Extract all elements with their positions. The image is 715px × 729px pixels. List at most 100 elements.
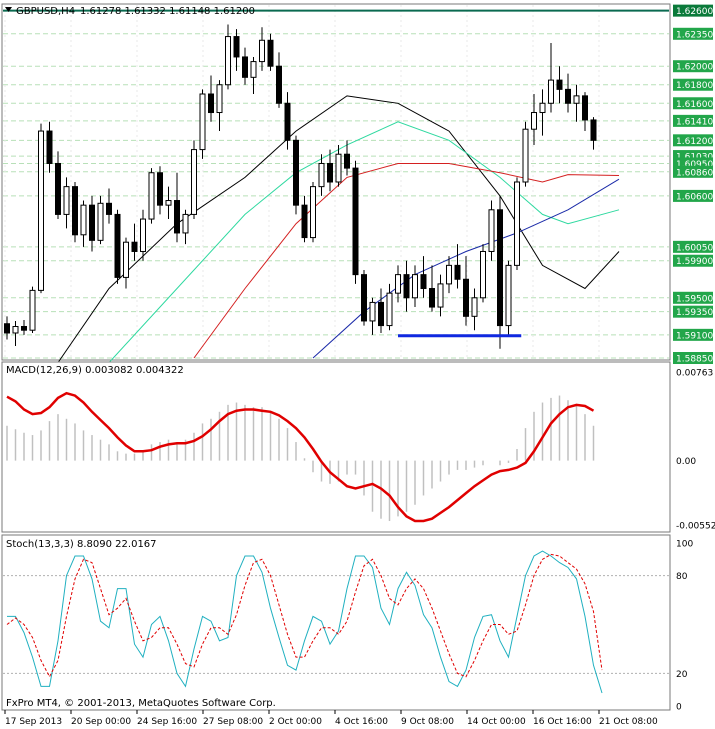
candle-body xyxy=(12,326,19,334)
candle-body xyxy=(89,204,95,241)
candle-body xyxy=(318,162,325,188)
macd-signal-path xyxy=(6,391,595,523)
price-label-bg xyxy=(673,254,713,267)
candle-body xyxy=(174,200,180,234)
price-label: 1.61200 xyxy=(676,137,713,147)
price-label-bg xyxy=(673,240,713,253)
candle-body xyxy=(327,162,333,183)
macd-tick-label: 0.00 xyxy=(676,457,696,467)
macd-histogram xyxy=(6,395,595,522)
candle-body xyxy=(403,274,410,299)
stoch-tick-label: 20 xyxy=(676,670,688,680)
stoch-levels xyxy=(3,575,669,674)
stoch-panel-frame xyxy=(1,534,671,711)
candle-body xyxy=(429,288,435,308)
price-label: 1.59500 xyxy=(676,294,713,304)
price-label-bg xyxy=(673,60,713,73)
candle-body xyxy=(4,323,10,334)
time-tick-label: 21 Oct 08:00 xyxy=(599,717,658,727)
candle-body xyxy=(21,326,27,331)
candle-body xyxy=(386,292,393,327)
time-tick-label: 4 Oct 16:00 xyxy=(335,717,388,727)
candle-body xyxy=(242,56,248,78)
main-y-axis: 1.62350 1.62000 1.61800 1.61600 1.61410 1.612… xyxy=(673,4,713,365)
candle-body xyxy=(208,93,214,114)
candle-body xyxy=(191,149,197,215)
candle-body xyxy=(182,213,189,234)
macd-tick-label: 0.00763 xyxy=(676,368,713,378)
candle-body xyxy=(225,36,231,86)
time-axis: 17 Sep 2013 20 Sep 00:00 24 Sep 16:00 27 Se… xyxy=(4,710,658,727)
candle-body xyxy=(446,264,452,285)
symbol-label: GBPUSD,H4 xyxy=(16,6,75,17)
candle-body xyxy=(497,209,503,327)
current-price-label-bg xyxy=(673,4,713,17)
candle-body xyxy=(310,186,316,239)
price-label-bg xyxy=(673,27,713,40)
price-label: 1.60600 xyxy=(676,192,713,202)
candle-body xyxy=(276,65,282,104)
candle-body xyxy=(165,200,172,206)
candle-body xyxy=(199,93,206,151)
candle-body xyxy=(378,301,384,327)
candle-body xyxy=(114,213,121,278)
candle-body xyxy=(590,119,597,141)
price-label: 1.58850 xyxy=(676,355,713,365)
candle-body xyxy=(29,289,36,331)
moving-average-0 xyxy=(57,95,620,363)
candle-body xyxy=(420,274,427,290)
copyright-text: FxPro MT4, © 2001-2013, MetaQuotes Softw… xyxy=(6,698,276,709)
candle-body xyxy=(514,181,520,266)
time-tick-label: 9 Oct 08:00 xyxy=(401,717,454,727)
candle-body xyxy=(97,202,104,241)
time-tick-label: 14 Oct 00:00 xyxy=(467,717,526,727)
candle-body xyxy=(556,79,563,90)
stoch-panel: 100 80 20 0 Stoch(13,3,3) 8.8090 22.0167 Fx… xyxy=(1,534,693,713)
candle-body xyxy=(106,202,112,215)
price-label: 1.62000 xyxy=(676,63,713,73)
candle-body xyxy=(522,128,529,183)
candle-body xyxy=(582,95,588,121)
time-tick-label: 27 Sep 08:00 xyxy=(203,717,263,727)
collapse-triangle-icon[interactable] xyxy=(5,7,12,12)
candle-body xyxy=(369,301,376,322)
candle-body xyxy=(301,204,308,239)
candle-body xyxy=(63,186,70,215)
candle-body xyxy=(573,95,580,104)
candle-body xyxy=(72,186,78,236)
candle-body xyxy=(250,61,257,78)
macd-y-axis: 0.00763 0.00 -0.005528 xyxy=(676,368,715,531)
candle-body xyxy=(565,88,571,104)
candle-body xyxy=(437,283,444,308)
price-label: 1.61800 xyxy=(676,81,713,91)
candle-body xyxy=(471,297,478,317)
time-tick-label: 16 Oct 16:00 xyxy=(533,717,592,727)
price-label: 1.60860 xyxy=(676,168,713,178)
price-label-bg xyxy=(673,291,713,304)
candle-body xyxy=(140,218,146,252)
macd-panel-frame xyxy=(1,361,671,533)
price-label: 1.59350 xyxy=(676,308,713,318)
candle-body xyxy=(55,162,61,215)
price-label-bg xyxy=(673,97,713,110)
candle-body xyxy=(216,84,223,114)
candles xyxy=(4,24,597,349)
candle-body xyxy=(454,264,461,280)
candle-body xyxy=(148,172,155,220)
candle-body xyxy=(539,102,546,114)
candle-body xyxy=(412,274,418,299)
price-label: 1.59100 xyxy=(676,331,713,341)
price-label: 1.60050 xyxy=(676,243,713,253)
macd-signal-line xyxy=(6,391,595,523)
candle-body xyxy=(259,39,265,63)
candle-body xyxy=(480,250,486,299)
candle-body xyxy=(38,130,44,291)
stoch-series-1 xyxy=(6,553,603,678)
macd-panel: 0.00763 0.00 -0.005528 MACD(12,26,9) 0.003… xyxy=(1,361,715,533)
candle-body xyxy=(157,172,163,206)
price-label-bg xyxy=(673,114,713,127)
candle-body xyxy=(284,102,291,141)
time-tick-label: 24 Sep 16:00 xyxy=(137,717,197,727)
time-tick-label: 17 Sep 2013 xyxy=(5,717,62,727)
